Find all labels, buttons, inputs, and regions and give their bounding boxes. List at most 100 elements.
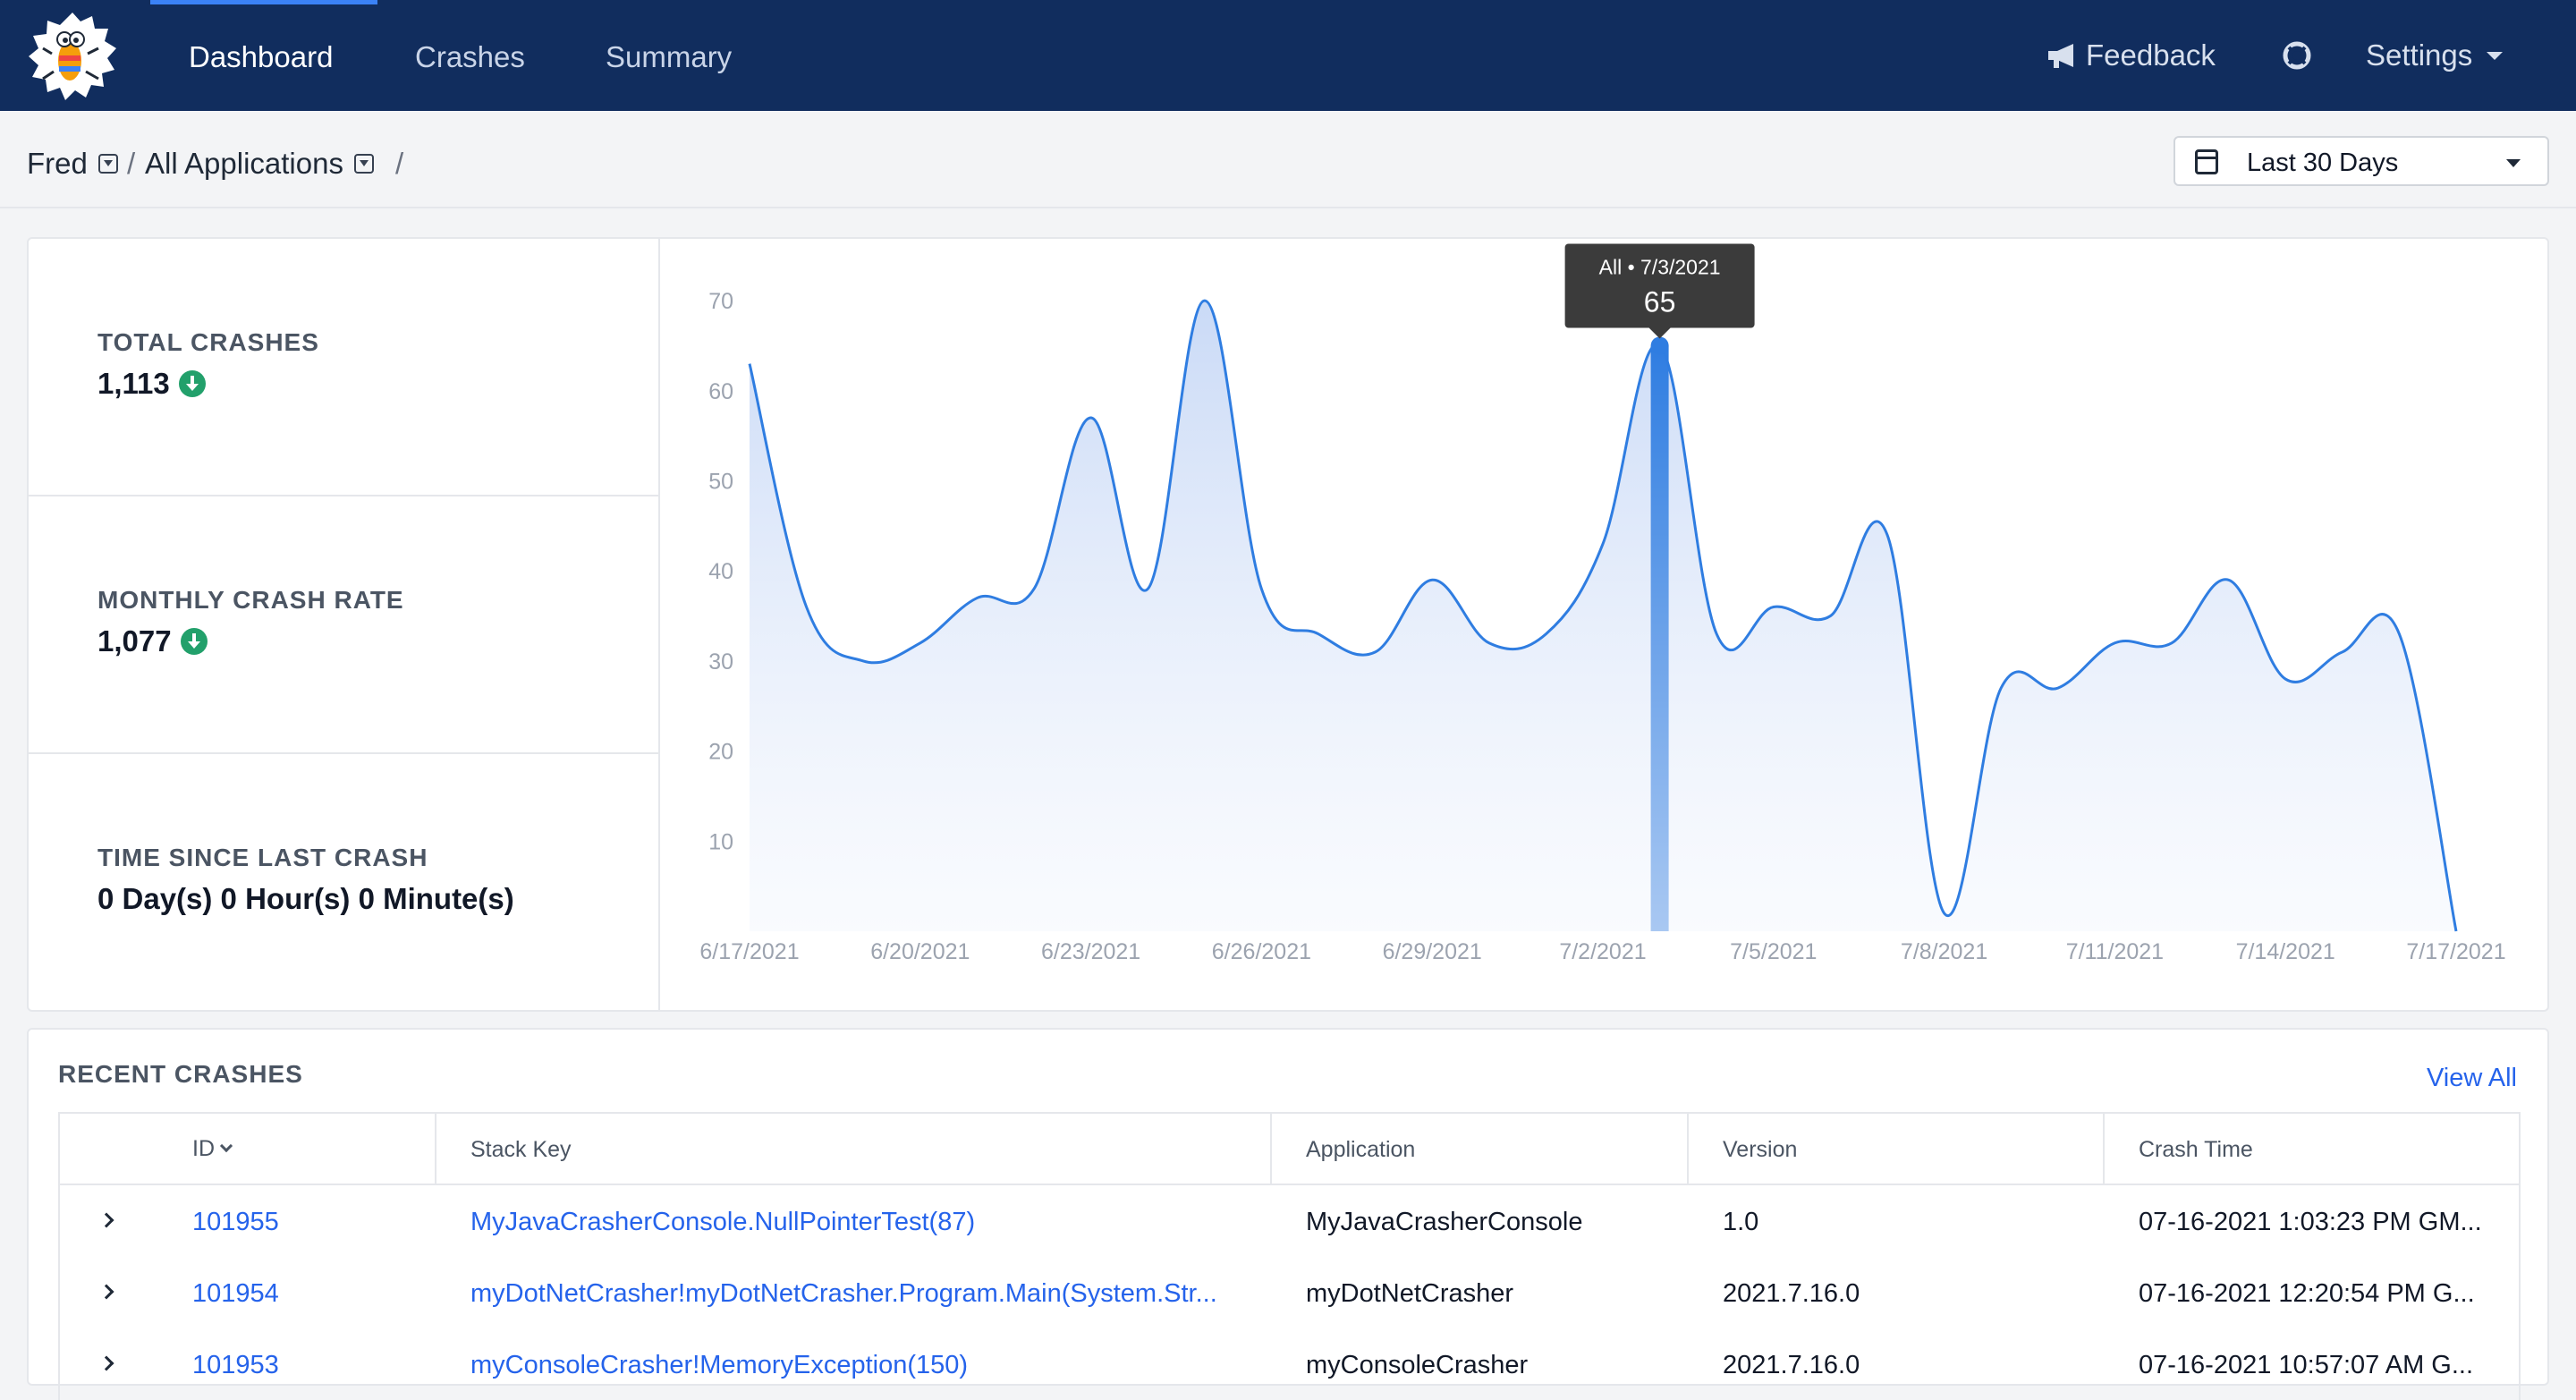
date-range-select[interactable]: Last 30 Days: [2174, 136, 2549, 186]
stat-label: MONTHLY CRASH RATE: [97, 586, 404, 614]
stat-value: 0 Day(s) 0 Hour(s) 0 Minute(s): [97, 882, 514, 916]
column-header-stack-key[interactable]: Stack Key: [470, 1137, 572, 1162]
y-tick-label: 50: [708, 470, 733, 495]
stack-key-link[interactable]: myDotNetCrasher!myDotNetCrasher.Program.…: [470, 1279, 1217, 1308]
crash-time-cell: 07-16-2021 1:03:23 PM GM...: [2139, 1208, 2482, 1236]
arrow-down-circle-icon: [178, 370, 206, 397]
lifebuoy-icon: [2283, 41, 2311, 70]
table-row[interactable]: 101955 MyJavaCrasherConsole.NullPointerT…: [60, 1185, 2519, 1257]
x-tick-label: 6/17/2021: [699, 939, 799, 964]
crash-time-cell: 07-16-2021 12:20:54 PM G...: [2139, 1279, 2475, 1308]
x-tick-label: 6/26/2021: [1212, 939, 1311, 964]
chart-tooltip: All • 7/3/2021 65: [1564, 243, 1755, 339]
crash-time-cell: 07-16-2021 10:57:07 AM G...: [2139, 1351, 2474, 1379]
tab-crashes[interactable]: Crashes: [415, 40, 525, 73]
view-all-link[interactable]: View All: [2426, 1064, 2517, 1092]
y-tick-label: 60: [708, 379, 733, 404]
calendar-icon: [2195, 149, 2218, 174]
column-header-application[interactable]: Application: [1306, 1137, 1416, 1162]
stat-value: 1,113: [97, 367, 206, 401]
help-button[interactable]: [2283, 0, 2311, 111]
active-tab-indicator: [150, 0, 377, 4]
application-label: All Applications: [145, 147, 343, 180]
settings-dropdown[interactable]: Settings: [2366, 0, 2504, 111]
highlight-point[interactable]: [1650, 336, 1669, 355]
column-header-label: ID: [192, 1136, 215, 1161]
breadcrumb-separator: /: [127, 147, 136, 180]
x-tick-label: 6/20/2021: [870, 939, 970, 964]
table-header: ID Stack Key Application Version Crash T…: [60, 1114, 2519, 1185]
feedback-label: Feedback: [2086, 38, 2216, 72]
application-cell: myDotNetCrasher: [1306, 1279, 1514, 1308]
x-tick-label: 6/23/2021: [1041, 939, 1140, 964]
crash-id-link[interactable]: 101955: [192, 1208, 279, 1236]
stat-monthly-crash-rate: MONTHLY CRASH RATE 1,077: [29, 496, 658, 754]
y-tick-label: 20: [708, 740, 733, 765]
dropdown-icon: [97, 154, 118, 174]
feedback-button[interactable]: Feedback: [2046, 0, 2216, 111]
stat-number: 1,077: [97, 624, 172, 658]
chevron-down-icon: [2506, 159, 2521, 167]
application-cell: myConsoleCrasher: [1306, 1351, 1529, 1379]
column-divider: [2103, 1114, 2105, 1184]
arrow-down-circle-icon: [180, 628, 208, 655]
megaphone-icon: [2048, 44, 2073, 68]
version-cell: 1.0: [1723, 1208, 1759, 1236]
stat-number: 0 Day(s) 0 Hour(s) 0 Minute(s): [97, 882, 514, 915]
date-range-value: Last 30 Days: [2247, 148, 2399, 177]
overview-card: TOTAL CRASHES 1,113 MONTHLY CRASH RATE 1…: [27, 237, 2549, 1012]
stat-label: TIME SINCE LAST CRASH: [97, 844, 428, 871]
stack-key-link[interactable]: MyJavaCrasherConsole.NullPointerTest(87): [470, 1208, 976, 1236]
stat-time-since-last-crash: TIME SINCE LAST CRASH 0 Day(s) 0 Hour(s)…: [29, 754, 658, 1012]
version-cell: 2021.7.16.0: [1723, 1351, 1860, 1379]
section-title: RECENT CRASHES: [58, 1060, 303, 1088]
x-tick-label: 7/14/2021: [2236, 939, 2335, 964]
x-tick-label: 7/17/2021: [2406, 939, 2505, 964]
chevron-right-icon[interactable]: [98, 1212, 114, 1228]
settings-label: Settings: [2366, 38, 2473, 72]
chevron-right-icon[interactable]: [98, 1355, 114, 1371]
x-tick-label: 7/5/2021: [1730, 939, 1817, 964]
column-header-id[interactable]: ID: [192, 1114, 233, 1184]
column-divider: [435, 1114, 436, 1184]
table-row[interactable]: 101954 myDotNetCrasher!myDotNetCrasher.P…: [60, 1257, 2519, 1328]
tab-dashboard[interactable]: Dashboard: [189, 40, 334, 73]
y-tick-label: 40: [708, 559, 733, 584]
highlight-bar: [1650, 345, 1669, 932]
chart-area: [750, 301, 2456, 931]
breadcrumb-separator: /: [395, 147, 404, 180]
column-divider: [1270, 1114, 1272, 1184]
bugsplat-logo[interactable]: [25, 9, 120, 104]
version-cell: 2021.7.16.0: [1723, 1279, 1860, 1308]
stats-panel: TOTAL CRASHES 1,113 MONTHLY CRASH RATE 1…: [29, 239, 660, 1010]
chevron-right-icon[interactable]: [98, 1284, 114, 1300]
x-tick-label: 7/11/2021: [2066, 939, 2164, 964]
x-tick-label: 7/2/2021: [1559, 939, 1646, 964]
tooltip-title: All • 7/3/2021: [1599, 255, 1721, 278]
crash-id-link[interactable]: 101953: [192, 1351, 279, 1379]
breadcrumb-database[interactable]: Fred: [27, 147, 118, 181]
stat-label: TOTAL CRASHES: [97, 328, 319, 356]
y-tick-label: 30: [708, 649, 733, 675]
column-header-version[interactable]: Version: [1723, 1137, 1798, 1162]
crash-id-link[interactable]: 101954: [192, 1279, 279, 1308]
tooltip-value: 65: [1644, 285, 1676, 318]
y-tick-label: 10: [708, 829, 733, 854]
top-navbar: Dashboard Crashes Summary Feedback Setti…: [0, 0, 2576, 111]
dropdown-icon: [353, 154, 374, 174]
chevron-down-icon: [2487, 51, 2504, 60]
breadcrumb-application[interactable]: All Applications: [145, 147, 374, 181]
sort-down-icon: [219, 1139, 233, 1153]
recent-crashes-table: ID Stack Key Application Version Crash T…: [58, 1112, 2521, 1400]
y-tick-label: 70: [708, 289, 733, 314]
column-header-crash-time[interactable]: Crash Time: [2139, 1137, 2253, 1162]
stack-key-link[interactable]: myConsoleCrasher!MemoryException(150): [470, 1351, 969, 1379]
recent-crashes-panel: RECENT CRASHES View All ID Stack Key App…: [27, 1028, 2549, 1400]
column-divider: [1687, 1114, 1689, 1184]
table-row[interactable]: 101953 myConsoleCrasher!MemoryException(…: [60, 1328, 2519, 1400]
tab-summary[interactable]: Summary: [606, 40, 733, 73]
x-tick-label: 7/8/2021: [1901, 939, 1987, 964]
breadcrumb: Fred / All Applications /: [0, 111, 2576, 208]
stat-number: 1,113: [97, 367, 170, 400]
crash-chart[interactable]: 10 20 30 40 50 60 70 6/17/2021 6/20/2021 6/23/20…: [29, 239, 2547, 1010]
